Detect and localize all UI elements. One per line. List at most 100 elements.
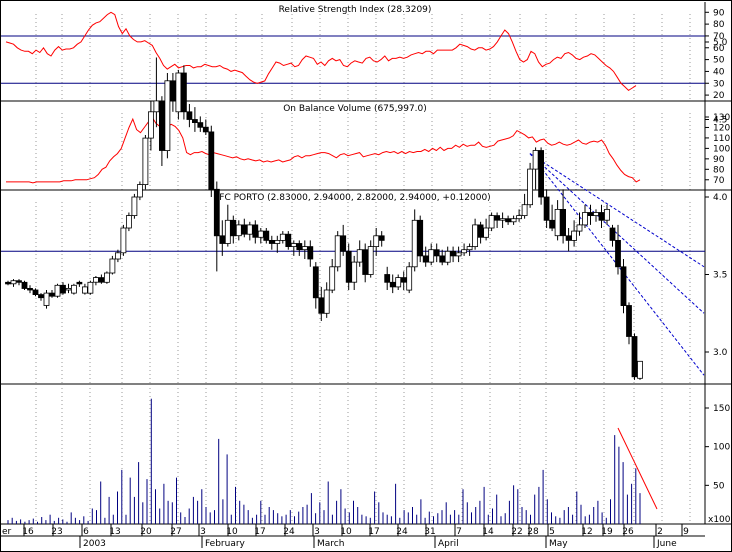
candle	[411, 209, 418, 272]
panel-title: On Balance Volume (675,997.0)	[283, 104, 427, 114]
candle	[268, 235, 275, 250]
candle-body	[455, 252, 462, 257]
candle	[43, 290, 50, 309]
x-tick-label: 24	[283, 527, 295, 537]
x-tick-label: 2	[657, 527, 663, 537]
y-tick-label: 150	[713, 404, 730, 414]
candle-body	[180, 72, 187, 113]
candle	[235, 220, 242, 241]
x-tick-label: 26	[622, 527, 634, 537]
candle-body	[224, 219, 231, 244]
candle-body	[417, 219, 424, 257]
candle	[565, 228, 572, 252]
candle-body	[257, 230, 264, 238]
candle	[120, 224, 127, 256]
x-month-label: February	[205, 539, 246, 549]
candle-body	[538, 150, 544, 198]
candle	[175, 69, 182, 120]
candle	[472, 218, 479, 250]
obv-panel: On Balance Volume (675,997.0) 70809010011…	[0, 101, 732, 191]
candle	[318, 286, 325, 321]
candle-body	[76, 281, 83, 285]
candle-body	[87, 281, 94, 294]
candle-body	[554, 208, 561, 237]
x-tick-label: 12	[581, 527, 592, 537]
candle	[417, 215, 424, 263]
candle-body	[120, 227, 127, 254]
candle-body	[565, 235, 572, 241]
candle-body	[609, 227, 616, 241]
candle-body	[98, 277, 105, 283]
candle	[587, 204, 594, 225]
candle-body	[532, 150, 539, 170]
candle-body	[60, 284, 66, 294]
candle	[147, 100, 154, 151]
y-tick-label: 100	[713, 443, 730, 453]
candle	[285, 231, 292, 250]
candle	[82, 283, 88, 295]
candle-body	[241, 224, 248, 235]
candle-body	[516, 215, 522, 220]
candle	[615, 224, 621, 275]
candle-body	[587, 212, 594, 216]
date-axis: 16 23 6 13 20 27 3 10 17 24 3 10 17 24 31 7 14 22 28 5 12 19 2…	[0, 524, 705, 549]
candle-body	[109, 258, 116, 274]
candle-body	[444, 250, 451, 263]
x-tick-label: 7	[456, 527, 462, 537]
y-tick-label: 80	[713, 165, 725, 175]
volume-panel: 50 100 150 x1000	[0, 384, 732, 525]
x-tick-label: 23	[51, 527, 62, 537]
candle-body	[219, 235, 226, 244]
candle-body	[576, 224, 583, 232]
rsi-line	[5, 11, 637, 92]
x-tick-label: 27	[170, 527, 181, 537]
candle	[389, 274, 396, 294]
x-month-label: March	[317, 539, 344, 549]
candle-body	[488, 215, 495, 229]
candle-body	[263, 230, 270, 241]
candle	[351, 255, 358, 290]
candle	[279, 231, 286, 244]
y-tick-label: 60	[713, 44, 725, 54]
x-tick-label: 3	[314, 527, 320, 537]
candle-body	[318, 297, 325, 314]
panel-title: Relative Strength Index (28.3209)	[279, 5, 432, 15]
candle-body	[626, 305, 632, 337]
x-tick-label: 22	[511, 527, 522, 537]
candle-body	[169, 80, 176, 102]
y-tick-label: 130	[713, 113, 730, 123]
x-month-label: April	[438, 539, 459, 549]
candle	[505, 215, 512, 225]
candle	[406, 262, 413, 294]
candle	[554, 200, 561, 241]
candle-body	[49, 292, 55, 297]
x-tick-label: 10	[226, 527, 238, 537]
candle-body	[153, 100, 160, 113]
candle	[439, 249, 446, 266]
unit-label: x1000	[708, 515, 732, 525]
candle-body	[27, 287, 33, 291]
candle-body	[197, 122, 204, 128]
candle-body	[323, 289, 330, 314]
candle-body	[378, 235, 385, 241]
candle	[202, 119, 209, 135]
candle	[65, 283, 72, 294]
x-tick-label: 13	[109, 527, 120, 537]
candle	[593, 209, 599, 222]
x-tick-label: 17	[368, 527, 379, 537]
candle-body	[362, 249, 369, 275]
candle-body	[312, 266, 319, 299]
candle-body	[582, 212, 588, 226]
x-tick-label: 9	[683, 527, 689, 537]
candle	[516, 209, 522, 222]
candle-body	[208, 131, 215, 190]
candle-body	[571, 230, 577, 241]
candle-body	[65, 287, 72, 291]
candle-body	[164, 80, 171, 152]
candle-body	[439, 255, 446, 263]
candle-body	[367, 246, 374, 275]
candle	[384, 266, 391, 290]
candle	[455, 246, 462, 263]
candle-body	[334, 235, 341, 268]
candle	[164, 73, 171, 159]
